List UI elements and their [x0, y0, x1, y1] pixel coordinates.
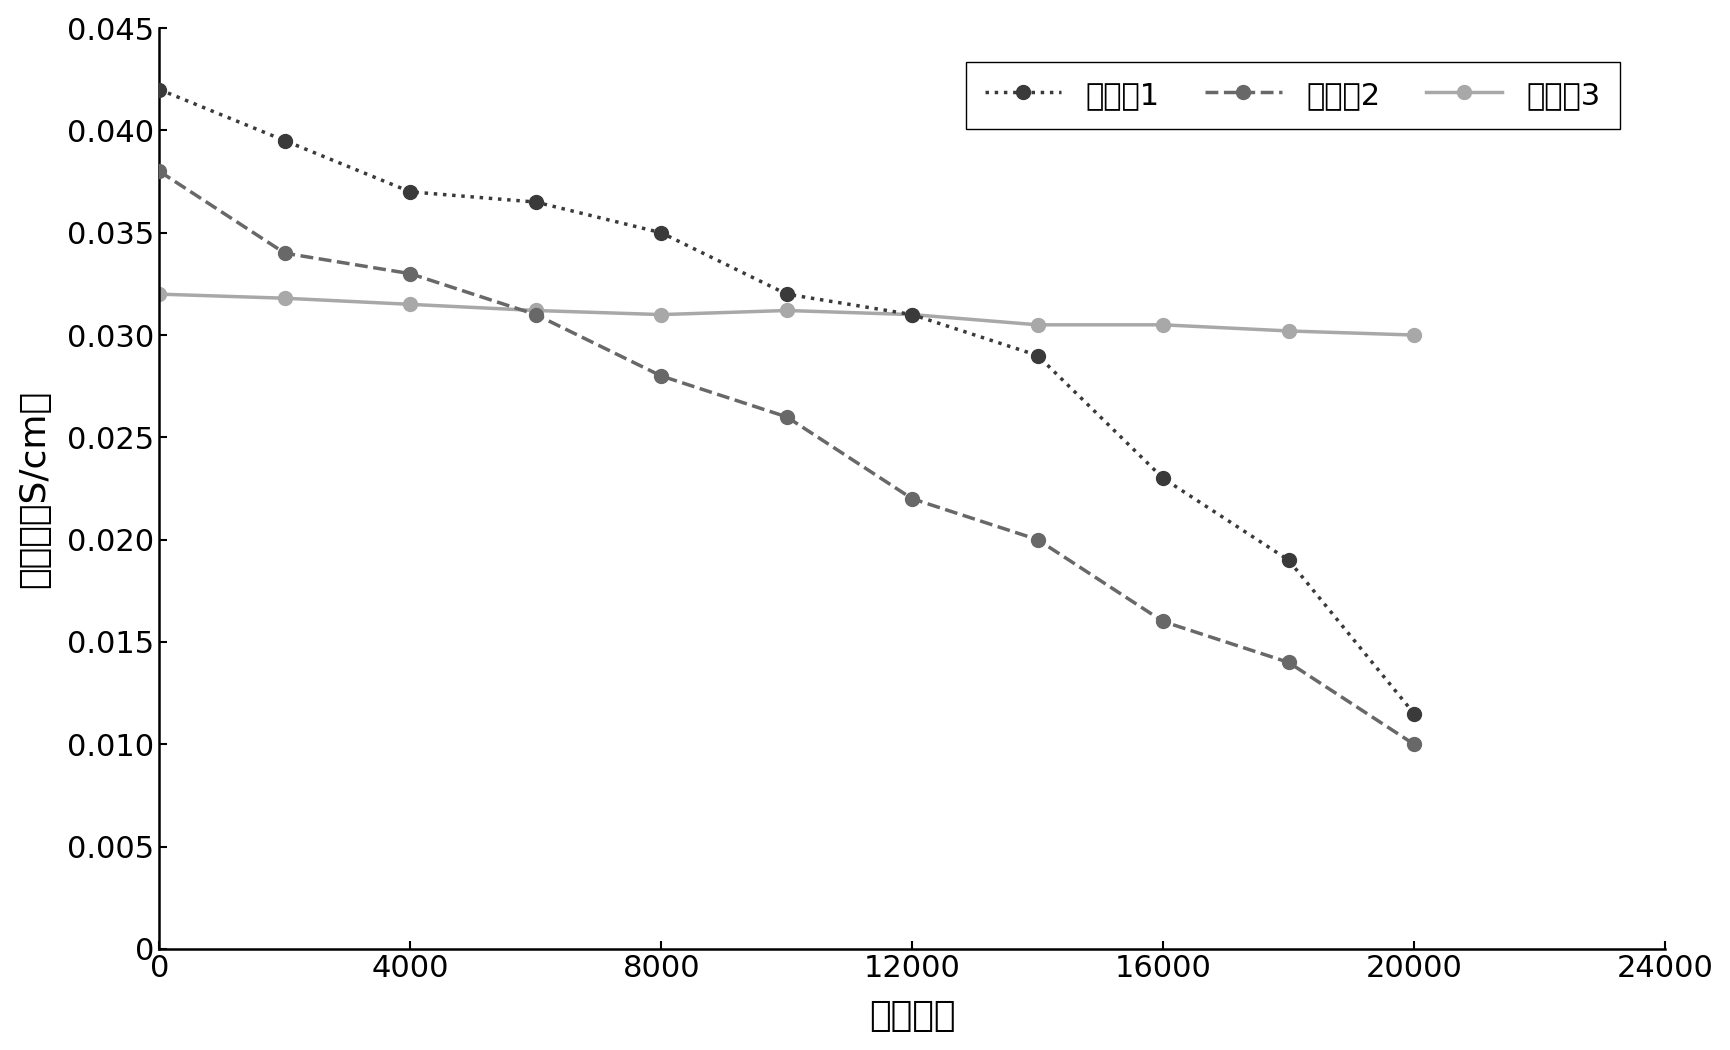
对比例2	[650, 370, 671, 382]
对比例2	[275, 247, 296, 259]
X-axis label: 循环次数: 循环次数	[868, 1000, 955, 1033]
对比例1	[275, 134, 296, 147]
实施例3	[1152, 318, 1173, 331]
对比例1	[1152, 471, 1173, 484]
对比例1	[1028, 350, 1048, 362]
Line: 对比例1: 对比例1	[152, 83, 1420, 720]
对比例2	[1278, 656, 1299, 669]
对比例2	[1403, 738, 1424, 751]
实施例3	[650, 309, 671, 321]
实施例3	[901, 309, 922, 321]
对比例1	[777, 288, 798, 300]
对比例1	[400, 186, 420, 198]
对比例2	[149, 165, 170, 177]
对比例1	[149, 83, 170, 96]
对比例2	[901, 492, 922, 505]
实施例3	[275, 292, 296, 304]
对比例1	[1278, 553, 1299, 566]
实施例3	[1028, 318, 1048, 331]
对比例2	[526, 309, 547, 321]
对比例1	[526, 195, 547, 208]
实施例3	[400, 298, 420, 311]
Y-axis label: 电导率（S/cm）: 电导率（S/cm）	[17, 390, 50, 588]
实施例3	[149, 288, 170, 300]
实施例3	[1403, 329, 1424, 341]
Line: 实施例3: 实施例3	[152, 288, 1420, 342]
对比例2	[400, 268, 420, 280]
Legend: 对比例1, 对比例2, 实施例3: 对比例1, 对比例2, 实施例3	[965, 62, 1619, 129]
实施例3	[526, 304, 547, 317]
实施例3	[777, 304, 798, 317]
实施例3	[1278, 324, 1299, 337]
对比例2	[1152, 615, 1173, 628]
对比例1	[901, 309, 922, 321]
对比例1	[1403, 708, 1424, 720]
对比例2	[777, 411, 798, 423]
对比例1	[650, 227, 671, 239]
Line: 对比例2: 对比例2	[152, 165, 1420, 751]
对比例2	[1028, 533, 1048, 546]
